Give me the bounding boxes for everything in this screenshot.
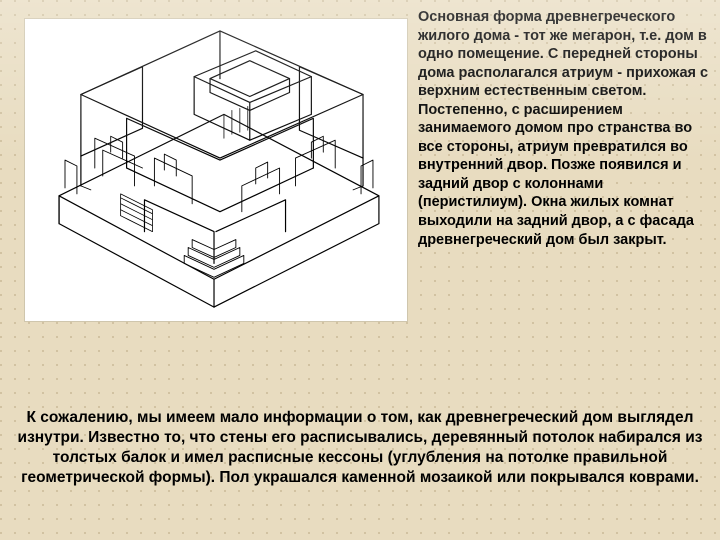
house-illustration <box>24 18 408 322</box>
paragraph-main: Основная форма древнегреческого жилого д… <box>418 8 714 249</box>
house-cutaway-svg <box>25 19 407 321</box>
paragraph-bottom: К сожалению, мы имеем мало информации о … <box>10 408 710 489</box>
slide: Основная форма древнегреческого жилого д… <box>0 0 720 540</box>
